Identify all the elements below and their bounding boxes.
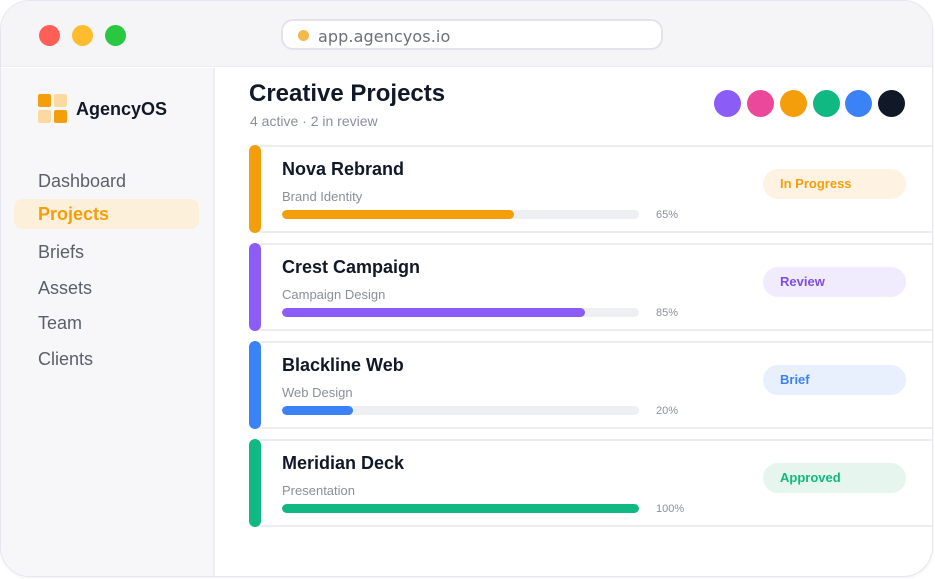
progress-track <box>282 308 639 317</box>
status-badge: Review <box>763 267 906 297</box>
main-content: Creative Projects 4 active · 2 in review… <box>217 68 932 576</box>
minimize-window-button[interactable] <box>72 25 93 46</box>
sidebar-item-projects[interactable]: Projects <box>14 199 199 229</box>
project-name: Nova Rebrand <box>282 159 405 179</box>
project-category: Presentation <box>282 483 355 498</box>
progress-percent: 20% <box>656 405 679 417</box>
progress-percent: 85% <box>656 307 679 319</box>
project-name: Meridian Deck <box>282 453 405 473</box>
project-accent-bar <box>249 243 261 331</box>
project-card[interactable]: Blackline Web Web Design 20% Brief <box>249 341 932 429</box>
address-bar[interactable]: app.agencyos.io <box>281 19 663 50</box>
progress-track <box>282 504 639 513</box>
color-swatch-purple[interactable] <box>714 90 741 117</box>
project-category: Campaign Design <box>282 287 386 302</box>
project-category: Brand Identity <box>282 189 363 204</box>
status-badge: Approved <box>763 463 906 493</box>
sidebar-item-dashboard[interactable]: Dashboard <box>38 171 127 191</box>
url-text: app.agencyos.io <box>318 27 451 46</box>
status-badge: In Progress <box>763 169 906 199</box>
color-swatch-green[interactable] <box>813 90 840 117</box>
agencyos-logo-icon <box>38 94 68 124</box>
sidebar: AgencyOS Dashboard Projects Briefs Asset… <box>1 68 215 576</box>
color-swatch-blue[interactable] <box>845 90 872 117</box>
sidebar-item-assets[interactable]: Assets <box>38 278 93 298</box>
color-swatch-pink[interactable] <box>747 90 774 117</box>
progress-track <box>282 406 639 415</box>
progress-fill <box>282 406 354 415</box>
progress-fill <box>282 504 639 513</box>
brand-name: AgencyOS <box>76 99 168 119</box>
page-subtitle: 4 active · 2 in review <box>250 113 378 129</box>
progress-fill <box>282 210 515 219</box>
color-swatch-orange[interactable] <box>780 90 807 117</box>
site-status-icon <box>298 30 309 41</box>
color-swatch-black[interactable] <box>878 90 905 117</box>
project-name: Crest Campaign <box>282 257 421 277</box>
sidebar-item-briefs[interactable]: Briefs <box>38 242 85 262</box>
sidebar-item-clients[interactable]: Clients <box>38 349 94 369</box>
project-accent-bar <box>249 145 261 233</box>
project-card[interactable]: Meridian Deck Presentation 100% Approved <box>249 439 932 527</box>
project-card[interactable]: Crest Campaign Campaign Design 85% Revie… <box>249 243 932 331</box>
project-accent-bar <box>249 341 261 429</box>
project-category: Web Design <box>282 385 353 400</box>
progress-percent: 65% <box>656 209 679 221</box>
title-bar: app.agencyos.io <box>1 1 932 67</box>
status-badge: Brief <box>763 365 906 395</box>
progress-fill <box>282 308 586 317</box>
project-name: Blackline Web <box>282 355 404 375</box>
project-accent-bar <box>249 439 261 527</box>
sidebar-item-team[interactable]: Team <box>38 313 83 333</box>
progress-percent: 100% <box>656 503 685 515</box>
maximize-window-button[interactable] <box>105 25 126 46</box>
project-card[interactable]: Nova Rebrand Brand Identity 65% In Progr… <box>249 145 932 233</box>
page-title: Creative Projects <box>249 80 446 107</box>
close-window-button[interactable] <box>39 25 60 46</box>
progress-track <box>282 210 639 219</box>
